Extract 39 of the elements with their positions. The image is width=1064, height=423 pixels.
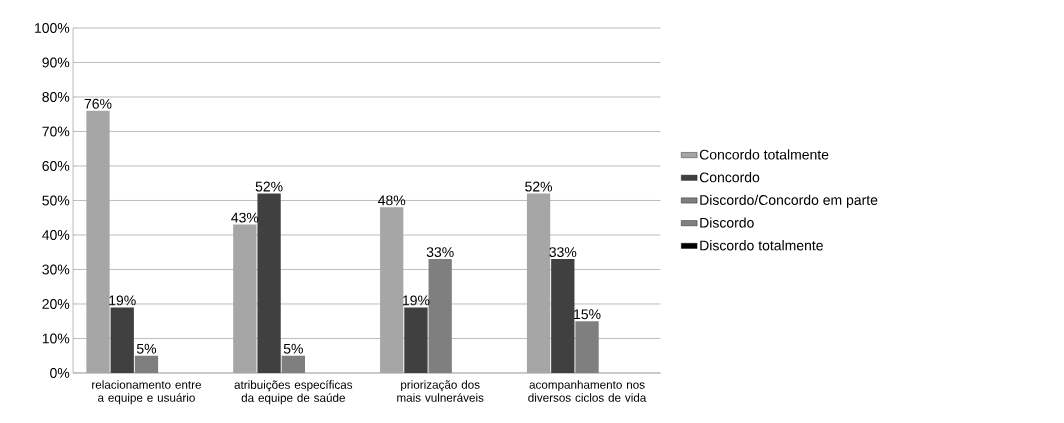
bar — [428, 258, 452, 373]
bar — [551, 258, 575, 373]
y-tick-label: 60% — [42, 160, 70, 171]
bar — [281, 355, 305, 373]
data-label: 19% — [109, 295, 136, 306]
bar — [575, 321, 599, 373]
legend-label: Discordo — [700, 217, 754, 228]
data-label: 5% — [136, 343, 157, 354]
data-label: 48% — [378, 195, 406, 206]
legend-label: Concordo — [699, 171, 760, 183]
y-tick-label: 30% — [42, 264, 70, 275]
y-tick-label: 100% — [35, 22, 70, 33]
y-tick-label: 0% — [50, 367, 70, 378]
y-tick-label: 10% — [42, 333, 70, 344]
y-tick-label: 90% — [42, 57, 70, 68]
x-tick-label: relacionamento entre a equipe e usuário — [92, 380, 201, 404]
bar — [257, 193, 281, 373]
data-label: 76% — [84, 98, 112, 109]
y-tick-label: 50% — [42, 195, 70, 206]
y-tick-label: 40% — [42, 229, 70, 240]
legend-label: Discordo totalmente — [700, 239, 823, 251]
data-label: 19% — [403, 295, 430, 306]
data-label: 15% — [574, 309, 601, 320]
data-label: 52% — [525, 181, 553, 192]
data-label: 52% — [255, 181, 283, 192]
bar — [110, 307, 134, 373]
y-tick-label: 80% — [42, 91, 70, 102]
x-tick-label: acompanhamento nos diversos ciclos de vida — [528, 380, 647, 402]
y-tick-label: 20% — [42, 298, 70, 309]
data-label: 33% — [426, 247, 454, 257]
x-tick-label: atribuições específicas da equipe de saúde — [234, 380, 353, 405]
data-label: 5% — [283, 343, 303, 354]
x-tick-label: priorização dos mais vulneráveis — [397, 380, 484, 402]
legend-label: Concordo totalmente — [699, 149, 829, 160]
y-tick-label: 70% — [42, 126, 70, 137]
legend-label: Discordo/Concordo em parte — [700, 194, 878, 208]
bar — [134, 355, 159, 373]
data-label: 33% — [549, 247, 577, 257]
bar — [404, 307, 428, 373]
